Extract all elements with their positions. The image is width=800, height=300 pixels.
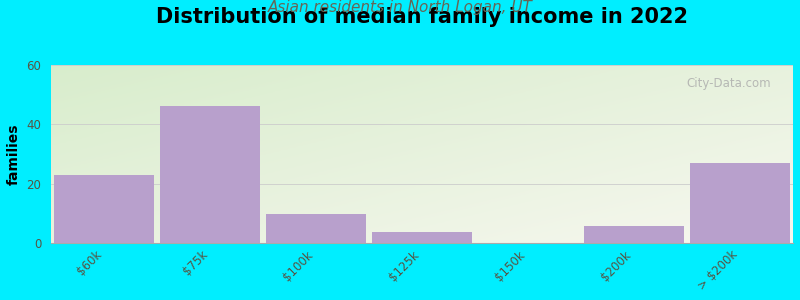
Bar [266,214,366,244]
Bar [372,232,473,244]
Text: City-Data.com: City-Data.com [686,77,770,90]
Bar [584,226,685,244]
Bar [54,175,154,244]
Title: Distribution of median family income in 2022: Distribution of median family income in … [156,7,688,27]
Bar [690,163,790,244]
Text: Asian residents in North Logan, UT: Asian residents in North Logan, UT [267,0,533,15]
Bar [160,106,261,244]
Y-axis label: families: families [7,123,21,185]
